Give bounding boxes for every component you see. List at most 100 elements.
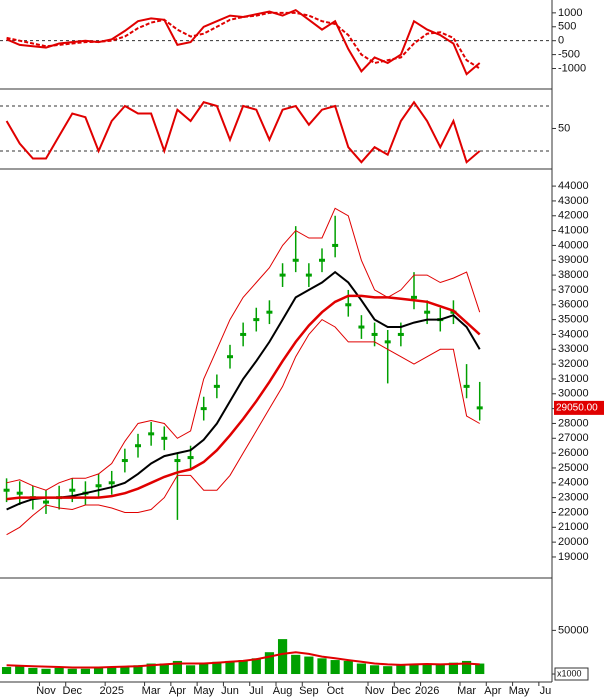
y-tick-label: 43000 — [558, 195, 589, 207]
y-tick-label: 42000 — [558, 210, 589, 222]
candle-close — [187, 456, 194, 460]
x-tick-label: Mar — [142, 685, 161, 697]
volume-bar — [238, 660, 248, 675]
candle-close — [384, 340, 391, 344]
x-tick-label: Ju — [540, 685, 552, 697]
x-tick-label: Dec — [63, 685, 83, 697]
candle-close — [371, 332, 378, 336]
volume-bar — [291, 654, 301, 675]
y-tick-label: -1000 — [558, 62, 586, 74]
y-tick-label: -500 — [558, 49, 580, 61]
volume-bar — [212, 661, 222, 675]
candle-close — [213, 384, 220, 388]
candle-close — [332, 243, 339, 247]
y-tick-label: 30000 — [558, 388, 589, 400]
volume-bar — [28, 667, 38, 675]
volume-bar — [369, 665, 380, 675]
volume-bar — [304, 656, 314, 675]
y-tick-label: 35000 — [558, 314, 589, 326]
volume-bar — [15, 665, 25, 675]
volume-bar — [422, 663, 432, 675]
candle-close — [200, 407, 207, 411]
volume-bar — [80, 668, 91, 675]
x-tick-label: Apr — [169, 685, 186, 697]
candle-close — [148, 432, 155, 436]
volume-bar — [317, 658, 327, 675]
candle-close — [266, 310, 273, 314]
candle-close — [16, 491, 23, 495]
y-tick-label: 39000 — [558, 254, 589, 266]
x-tick-label: Apr — [484, 685, 501, 697]
x-tick-label: Oct — [327, 685, 344, 697]
volume-bar — [185, 665, 196, 675]
unit-label: x1000 — [557, 668, 582, 678]
candle-close — [108, 481, 115, 485]
y-tick-label: 27000 — [558, 432, 589, 444]
candle-close — [43, 500, 49, 504]
x-tick-label: Jul — [249, 685, 263, 697]
candle-close — [95, 484, 102, 488]
series-line — [6, 651, 480, 669]
series-line — [6, 8, 481, 76]
volume-bar — [330, 660, 340, 675]
x-tick-label: Sep — [299, 685, 319, 697]
y-tick-label: 50 — [558, 122, 570, 134]
volume-bar — [1, 667, 12, 675]
candle-close — [253, 318, 260, 322]
candle-close — [174, 459, 181, 463]
y-tick-label: 37000 — [558, 284, 589, 296]
candle-close — [292, 258, 299, 262]
volume-bar — [435, 664, 445, 675]
y-tick-label: 36000 — [558, 299, 589, 311]
x-tick-label: May — [193, 685, 214, 697]
candle-close — [345, 303, 352, 307]
volume-bar — [461, 660, 472, 675]
volume-bar — [172, 660, 183, 675]
y-tick-label: 50000 — [558, 624, 589, 636]
y-tick-label: 34000 — [558, 328, 589, 340]
volume-bar — [448, 662, 459, 675]
series-line — [5, 100, 481, 164]
volume-bar — [251, 658, 261, 675]
series-line — [6, 11, 481, 70]
x-tick-label: May — [509, 685, 530, 697]
volume-bar — [133, 665, 143, 675]
candle-close — [240, 332, 247, 336]
y-tick-label: 44000 — [558, 180, 589, 192]
y-tick-label: 38000 — [558, 269, 589, 281]
volume-bar — [54, 667, 64, 675]
candle-close — [305, 273, 312, 277]
x-tick-label: 2026 — [415, 685, 439, 697]
y-tick-label: 25000 — [558, 462, 589, 474]
volume-bar — [396, 665, 406, 675]
candle-close — [424, 310, 431, 314]
x-tick-label: Jun — [221, 685, 239, 697]
volume-bar — [41, 668, 51, 675]
x-tick-label: Dec — [391, 685, 411, 697]
last-price-box — [554, 400, 604, 415]
y-tick-label: 19000 — [558, 551, 589, 563]
volume-bar — [225, 660, 235, 675]
series-line — [6, 318, 480, 536]
candle-close — [161, 436, 168, 440]
y-tick-label: 21000 — [558, 521, 589, 533]
candle-close — [411, 295, 417, 299]
volume-bar — [383, 666, 393, 675]
x-tick-label: Nov — [36, 685, 56, 697]
y-tick-label: 23000 — [558, 492, 589, 504]
unit-box — [554, 667, 589, 681]
last-price-label: 29050.00 — [556, 403, 598, 414]
y-tick-label: 32000 — [558, 358, 589, 370]
y-tick-label: 0 — [558, 35, 564, 47]
volume-bar — [159, 663, 169, 675]
y-tick-label: 26000 — [558, 447, 589, 459]
candle-close — [135, 444, 141, 448]
volume-bar — [264, 652, 275, 675]
volume-bar — [199, 663, 209, 675]
candle-close — [3, 488, 10, 492]
candle-close — [121, 459, 128, 463]
x-tick-label: Mar — [457, 685, 476, 697]
series-line — [6, 270, 481, 511]
y-tick-label: 31000 — [558, 373, 589, 385]
